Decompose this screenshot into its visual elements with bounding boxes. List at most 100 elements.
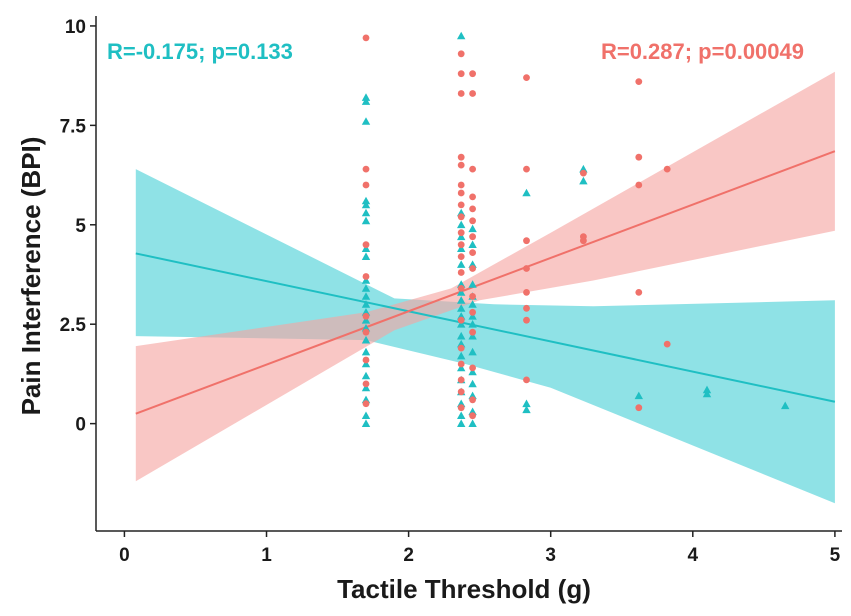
cyan-triangle-point	[522, 399, 531, 408]
red-circle-point	[469, 364, 476, 372]
red-circle-point	[580, 237, 587, 245]
red-circle-point	[362, 312, 370, 320]
cyan-triangle-point	[457, 331, 466, 340]
axes: 0 1 2 3 4 5 0 2.5 5 7.5 10	[60, 16, 842, 566]
x-tick-label: 4	[688, 545, 699, 566]
cyan-triangle-point	[457, 351, 466, 360]
red-circle-point	[635, 404, 643, 412]
cyan-triangle-point	[457, 244, 466, 252]
red-circle-point	[362, 273, 370, 280]
y-tick-label: 7.5	[60, 116, 87, 137]
red-circle-point	[523, 376, 530, 384]
red-circle-point	[469, 233, 476, 241]
red-circle-point	[469, 249, 476, 256]
cyan-triangle-point	[361, 244, 371, 252]
red-circle-point	[362, 400, 370, 408]
cyan-triangle-point	[361, 359, 371, 368]
red-circle-point	[523, 304, 530, 312]
red-circle-point	[362, 165, 370, 173]
x-tick-label: 5	[830, 545, 841, 566]
cyan-triangle-point	[468, 331, 477, 340]
data-points	[361, 31, 790, 427]
cyan-triangle-point	[634, 391, 643, 400]
red-regression-line	[135, 150, 836, 415]
cyan-triangle-point	[361, 252, 371, 260]
cyan-triangle-point	[361, 200, 371, 209]
red-circle-point	[635, 78, 643, 85]
red-circle-point	[469, 90, 476, 97]
red-circle-point	[469, 165, 476, 173]
red-circle-point	[457, 316, 465, 324]
cyan-triangle-point	[781, 401, 790, 410]
red-circle-point	[469, 205, 476, 213]
red-circle-point	[362, 380, 370, 388]
cyan-triangle-point	[468, 379, 477, 388]
cyan-triangle-point	[457, 232, 466, 241]
red-circle-point	[457, 201, 465, 209]
cyan-triangle-point	[468, 240, 477, 248]
red-circle-point	[457, 181, 465, 189]
cyan-triangle-point	[468, 367, 477, 376]
cyan-triangle-point	[361, 196, 371, 205]
confidence-bands	[135, 71, 835, 504]
cyan-triangle-point	[361, 117, 371, 125]
x-tick-label: 0	[119, 545, 130, 566]
cyan-triangle-point	[457, 220, 466, 229]
red-circle-point	[663, 165, 671, 173]
cyan-triangle-point	[361, 208, 371, 217]
cyan-triangle-point	[468, 300, 477, 308]
regression-lines	[135, 150, 836, 415]
red-circle-point	[457, 90, 465, 97]
cyan-triangle-point	[457, 31, 466, 40]
red-circle-point	[523, 289, 530, 296]
red-circle-point	[457, 241, 465, 249]
cyan-triangle-point	[457, 288, 466, 296]
red-circle-point	[457, 161, 465, 169]
cyan-triangle-point	[361, 316, 371, 324]
red-circle-point	[362, 34, 370, 42]
x-axis-title: Tactile Threshold (g)	[337, 574, 591, 604]
cyan-triangle-point	[457, 296, 466, 304]
red-circle-point	[457, 376, 465, 384]
cyan-triangle-point	[361, 419, 371, 427]
red-circle-point	[523, 265, 530, 272]
cyan-triangle-point	[361, 371, 371, 380]
red-circle-point	[469, 217, 476, 225]
cyan-triangle-point	[522, 188, 531, 197]
red-circle-point	[362, 356, 370, 364]
red-circle-point	[663, 340, 671, 348]
y-tick-label: 0	[75, 415, 86, 436]
cyan-triangle-point	[457, 304, 466, 312]
red-circle-point	[457, 388, 465, 396]
cyan-triangle-point	[457, 260, 466, 268]
red-circle-point	[362, 241, 370, 249]
red-circle-point	[362, 328, 370, 336]
cyan-triangle-point	[457, 411, 466, 419]
red-circle-point	[469, 328, 476, 336]
red-circle-point	[457, 189, 465, 197]
red-circle-point	[457, 269, 465, 276]
red-circle-point	[362, 181, 370, 189]
red-circle-point	[523, 316, 530, 324]
cyan-triangle-point	[361, 284, 371, 292]
cyan-triangle-point	[457, 320, 466, 328]
cyan-triangle-point	[457, 419, 466, 427]
cyan-triangle-point	[522, 405, 531, 414]
y-tick-label: 2.5	[60, 315, 87, 336]
red-circle-point	[457, 50, 465, 58]
cyan-triangle-point	[702, 385, 712, 394]
cyan-triangle-point	[702, 389, 712, 398]
cyan-triangle-point	[579, 176, 588, 185]
red-circle-point	[469, 396, 476, 404]
cyan-confidence-band	[135, 169, 835, 504]
cyan-regression-line	[135, 252, 836, 403]
cyan-triangle-point	[468, 280, 477, 288]
cyan-triangle-point	[361, 335, 371, 344]
red-circle-point	[457, 70, 465, 78]
red-circle-point	[457, 253, 465, 260]
cyan-triangle-point	[361, 276, 371, 284]
red-circle-point	[457, 285, 465, 292]
red-confidence-band	[135, 71, 835, 482]
red-circle-point	[457, 360, 465, 368]
